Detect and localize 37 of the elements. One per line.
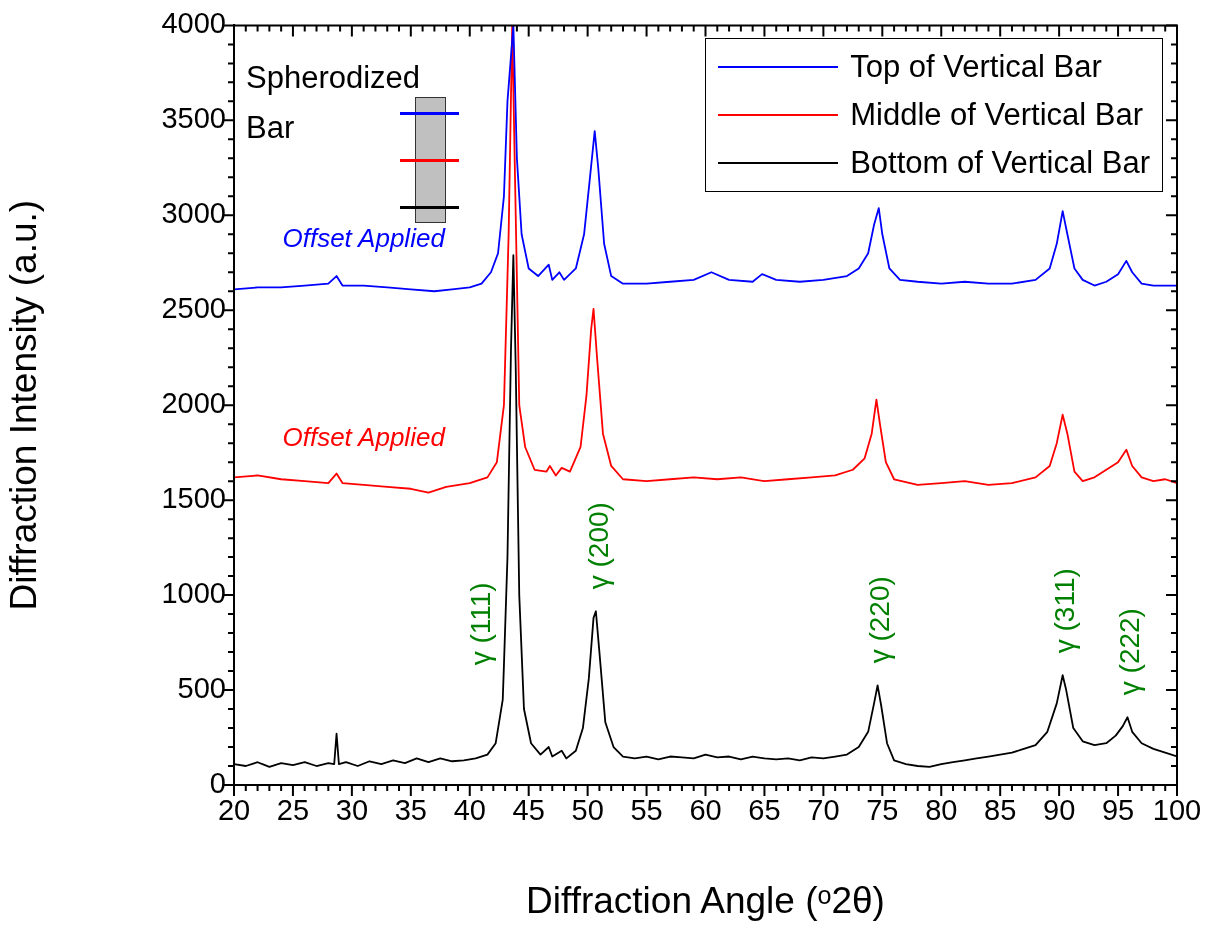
x-tick-label: 55 [630,794,663,827]
x-tick-label: 50 [571,794,604,827]
y-tick-label: 500 [177,672,226,705]
y-tick-label: 3500 [161,102,226,135]
legend-label: Top of Vertical Bar [850,48,1102,86]
x-tick-label: 95 [1101,794,1135,827]
x-tick-label: 75 [866,794,899,827]
y-tick-label: 4000 [161,7,226,40]
x-tick-label: 65 [748,794,781,827]
x-tick-label: 80 [925,794,958,827]
annotation: γ (200) [582,502,614,590]
annotation: γ (111) [464,582,496,666]
x-tick-label: 35 [394,794,427,827]
x-tick-label: 30 [335,794,369,827]
x-axis-title: Diffraction Angle (ᵒ2θ) [526,880,885,921]
y-tick-label: 2000 [161,387,226,420]
x-tick-label: 100 [1152,794,1202,827]
annotation: Offset Applied [282,422,447,453]
x-tick-label: 60 [689,794,722,827]
x-tick-label: 90 [1042,794,1076,827]
annotation: γ (220) [864,576,896,664]
x-tick-label: 45 [512,794,545,827]
legend-label: Bottom of Vertical Bar [850,144,1150,182]
x-tick-label: 85 [984,794,1017,827]
annotation: γ (222) [1114,608,1146,696]
annotation: γ (311) [1049,568,1081,654]
annotation: Offset Applied [282,222,447,253]
annotation: Spherodized Bar [246,59,421,145]
x-tick-label: 70 [807,794,840,827]
y-tick-label: 1000 [161,577,226,610]
y-tick-label: 3000 [161,197,226,230]
y-tick-label: 2500 [161,292,226,325]
y-axis-title: Diffraction Intensity (a.u.) [3,199,45,611]
x-tick-label: 25 [276,794,310,827]
y-tick-label: 1500 [161,482,226,515]
legend-label: Middle of Vertical Bar [850,96,1144,134]
x-tick-label: 40 [453,794,486,827]
